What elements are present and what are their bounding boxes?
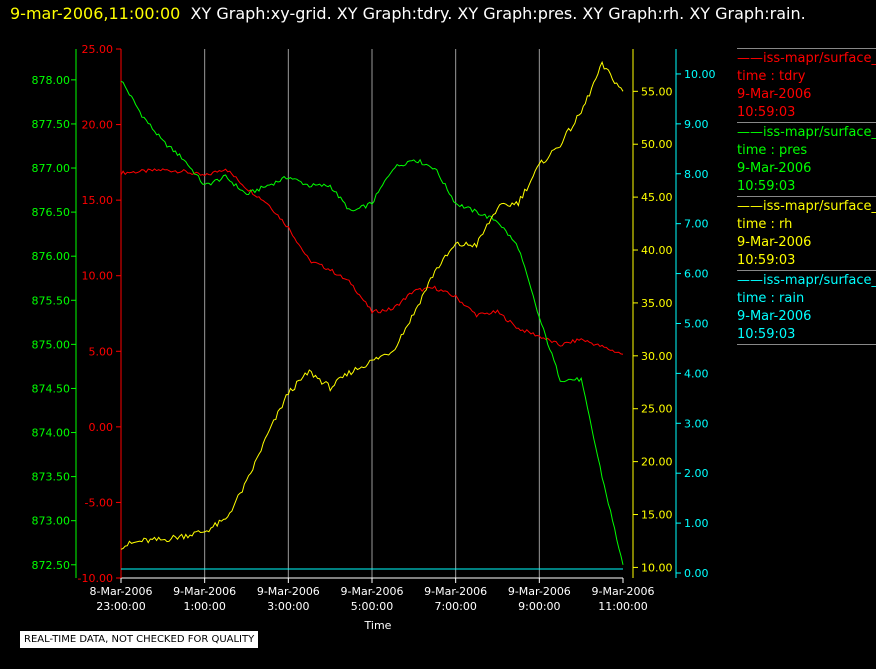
tdry-tick-label: -5.00 [85,496,113,509]
rain-tick-label: 1.00 [684,517,709,530]
legend-entry: ——iss-mapr/surface_time : pres 9-Mar-2006… [737,122,876,196]
legend-text: ——iss-mapr/surface_ [737,125,876,140]
pres-tick-label: 874.00 [32,427,71,440]
legend-text: time : rh [737,217,793,232]
title-bar: 9-mar-2006,11:00:00 XY Graph:xy-grid. XY… [10,4,806,23]
legend-text: ——iss-mapr/surface_ [737,51,876,66]
tdry-tick-label: 0.00 [89,421,114,434]
pres-tick-label: 875.50 [32,294,71,307]
x-tick-label: 3:00:00 [267,600,309,613]
rh-tick-label: 30.00 [641,350,673,363]
legend-text: 9-Mar-2006 [737,161,812,176]
x-tick-label: 9-Mar-2006 [508,585,571,598]
pres-tick-label: 873.50 [32,471,71,484]
legend-entry: ——iss-mapr/surface_time : rain 9-Mar-2006… [737,270,876,344]
pres-tick-label: 876.50 [32,206,71,219]
tdry-tick-label: 20.00 [82,119,114,132]
rh-tick-label: 45.00 [641,191,673,204]
rain-tick-label: 8.00 [684,168,709,181]
x-tick-label: 9-Mar-2006 [257,585,320,598]
rain-tick-label: 10.00 [684,68,716,81]
legend-text: time : rain [737,291,805,306]
x-tick-label: 9-Mar-2006 [173,585,236,598]
rain-tick-label: 2.00 [684,467,709,480]
header-date: 9-mar-2006,11:00:00 [10,4,181,23]
header-graphs: XY Graph:xy-grid. XY Graph:tdry. XY Grap… [190,4,806,23]
x-tick-label: 9-Mar-2006 [424,585,487,598]
rh-tick-label: 35.00 [641,297,673,310]
x-tick-label: 23:00:00 [96,600,145,613]
pres-tick-label: 876.00 [32,250,71,263]
tdry-tick-label: 5.00 [89,345,114,358]
legend: ——iss-mapr/surface_ time : tdry 9-Mar-2006… [737,48,876,345]
pres-tick-label: 872.50 [32,559,71,572]
rain-tick-label: 0.00 [684,567,709,580]
quality-notice: REAL-TIME DATA, NOT CHECKED FOR QUALITY [20,631,259,648]
x-tick-label: 5:00:00 [351,600,393,613]
legend-text: 9-Mar-2006 [737,235,812,250]
x-tick-label: 9:00:00 [518,600,560,613]
legend-text: 10:59:03 [737,179,796,194]
rh-tick-label: 20.00 [641,456,673,469]
legend-text: 9-Mar-2006 [737,87,812,102]
legend-text: time : pres [737,143,808,158]
legend-divider [737,344,876,345]
legend-text: time : tdry [737,69,806,84]
rh-tick-label: 55.00 [641,85,673,98]
rain-tick-label: 9.00 [684,118,709,131]
tdry-tick-label: 25.00 [82,43,114,56]
rain-tick-label: 7.00 [684,218,709,231]
rain-tick-label: 4.00 [684,367,709,380]
x-tick-label: 9-Mar-2006 [592,585,655,598]
rain-tick-label: 6.00 [684,268,709,281]
pres-tick-label: 878.00 [32,74,71,87]
series-line-rh [120,60,624,550]
pres-tick-label: 875.00 [32,338,71,351]
series-line-tdry [120,168,624,355]
legend-entry: ——iss-mapr/surface_time : tdry 9-Mar-2006… [737,48,876,122]
legend-entry: ——iss-mapr/surface_time : rh 9-Mar-2006 10… [737,196,876,270]
tdry-tick-label: -10.00 [78,572,113,585]
x-tick-label: 1:00:00 [183,600,225,613]
rain-tick-label: 3.00 [684,417,709,430]
legend-text: 10:59:03 [737,327,796,342]
rh-tick-label: 15.00 [641,509,673,522]
pres-tick-label: 873.00 [32,515,71,528]
legend-text: ——iss-mapr/surface_ [737,199,876,214]
x-tick-label: 8-Mar-2006 [90,585,153,598]
series-line-pres [120,80,624,565]
x-tick-label: 11:00:00 [598,600,647,613]
legend-text: 10:59:03 [737,105,796,120]
legend-text: 10:59:03 [737,253,796,268]
legend-text: ——iss-mapr/surface_ [737,273,876,288]
legend-text: 9-Mar-2006 [737,309,812,324]
pres-tick-label: 874.50 [32,382,71,395]
rh-tick-label: 50.00 [641,138,673,151]
rh-tick-label: 25.00 [641,403,673,416]
pres-tick-label: 877.50 [32,118,71,131]
rain-tick-label: 5.00 [684,317,709,330]
x-tick-label: 9-Mar-2006 [341,585,404,598]
rh-tick-label: 10.00 [641,561,673,574]
pres-tick-label: 877.00 [32,162,71,175]
tdry-tick-label: 10.00 [82,270,114,283]
x-tick-label: 7:00:00 [434,600,476,613]
x-axis-label: Time [364,619,392,632]
tdry-tick-label: 15.00 [82,194,114,207]
rh-tick-label: 40.00 [641,244,673,257]
